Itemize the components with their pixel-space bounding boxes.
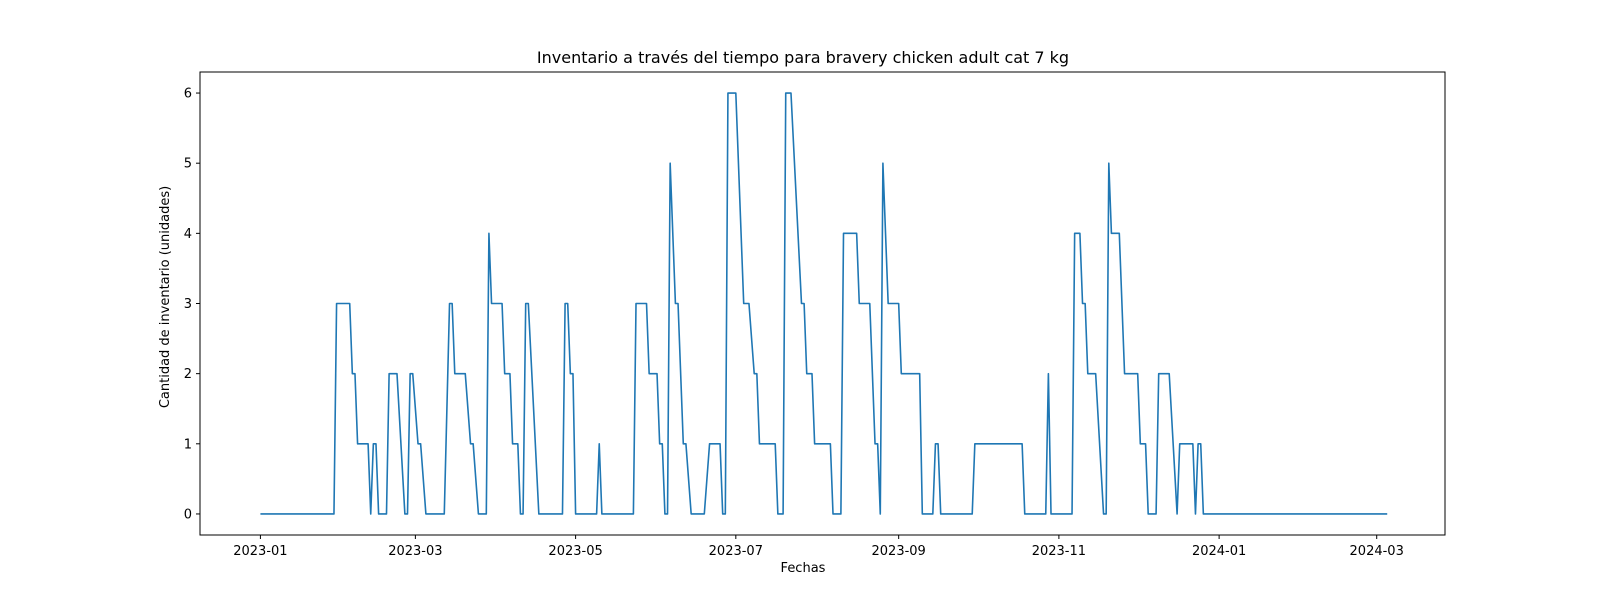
x-tick-label: 2023-11 [1032,544,1086,559]
y-axis-label: Cantidad de inventario (unidades) [158,186,173,408]
x-tick-label: 2023-03 [388,544,442,559]
x-tick-label: 2023-07 [709,544,763,559]
y-tick-label: 1 [184,437,192,452]
y-tick-label: 4 [184,227,192,242]
x-tick-label: 2023-05 [548,544,602,559]
y-tick-label: 2 [184,367,192,382]
y-tick-label: 0 [184,507,192,522]
y-axis: 0 1 2 3 4 5 6 [184,87,200,522]
axes-frame [199,71,1446,536]
x-tick-label: 2024-01 [1192,544,1246,559]
x-axis-label: Fechas [781,561,826,576]
y-tick-label: 3 [184,297,192,312]
x-tick-label: 2023-01 [233,544,287,559]
y-tick-label: 5 [184,157,192,172]
plot-area [260,92,1388,515]
x-tick-label: 2024-03 [1350,544,1404,559]
x-axis: 2023-01 2023-03 2023-05 2023-07 2023-09 2023-… [233,535,1404,559]
x-tick-label: 2023-09 [872,544,926,559]
chart-title: Inventario a través del tiempo para brav… [537,48,1069,67]
series-line-0 [260,92,1388,515]
y-tick-label: 6 [184,87,192,102]
